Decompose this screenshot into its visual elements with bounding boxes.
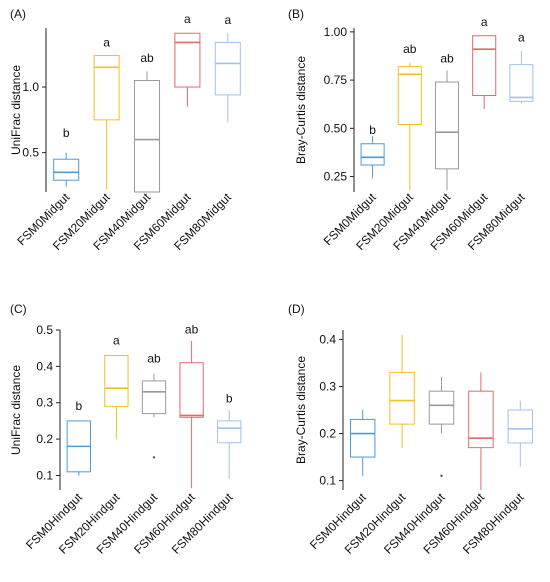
box-fsm20hindgut [389, 334, 415, 448]
significance-letter: b [63, 126, 70, 140]
y-tick-label: 0.1 [319, 474, 336, 488]
box-body [468, 390, 494, 449]
box-body [434, 81, 460, 170]
box-body [133, 79, 161, 193]
outlier-point [152, 456, 156, 459]
box-body [53, 158, 80, 181]
significance-letter: a [481, 15, 488, 29]
y-tick-label: 0.50 [324, 121, 348, 135]
box-fsm0midgut [53, 152, 80, 187]
significance-letter: ab [403, 42, 417, 56]
significance-letter: b [75, 399, 82, 413]
significance-letter: ab [140, 51, 154, 65]
box-fsm80hindgut [507, 400, 534, 467]
significance-letter: a [518, 31, 525, 45]
box-fsm80midgut [214, 33, 241, 123]
box-fsm40hindgut [141, 373, 167, 459]
chart-panel-2: (B) 0.25 0.50 0.75 1.00 Bray-Curtis distance b… [288, 7, 534, 253]
box-fsm80midgut [509, 51, 534, 104]
significance-letter: a [184, 12, 191, 26]
box-fsm0midgut [360, 136, 385, 179]
y-tick-label: 0.5 [36, 323, 53, 337]
y-tick-label: 0.3 [36, 396, 53, 410]
box-fsm20midgut [397, 62, 422, 191]
box-fsm40hindgut [428, 377, 455, 478]
box-fsm60midgut [174, 32, 201, 107]
y-tick-label: 1.00 [324, 25, 348, 39]
box-fsm60hindgut [468, 372, 494, 490]
significance-letter: ab [147, 352, 161, 366]
box-body [179, 362, 204, 418]
box-body [93, 55, 120, 121]
box-fsm20hindgut [104, 354, 129, 440]
box-body [174, 32, 201, 88]
y-tick-label: 0.4 [319, 332, 336, 346]
box-body [217, 420, 242, 444]
box-body [509, 64, 534, 102]
box-body [428, 390, 455, 425]
significance-letter: ab [185, 323, 199, 337]
box-body [349, 418, 376, 458]
box-body [214, 41, 241, 96]
y-tick-label: 0.3 [319, 379, 336, 393]
y-tick-label: 1.0 [22, 80, 39, 94]
box-body [472, 35, 497, 97]
panel-label: (D) [288, 302, 305, 316]
significance-letter: a [224, 13, 231, 27]
significance-letter: a [103, 35, 110, 49]
significance-letter: a [113, 334, 120, 348]
y-axis-title: Bray-Curtis distance [294, 56, 308, 164]
y-tick-label: 0.25 [324, 170, 348, 184]
box-body [507, 409, 534, 444]
y-tick-label: 0.1 [36, 468, 53, 482]
y-axis-title: UniFrac distance [9, 65, 23, 155]
outlier-point [440, 474, 443, 478]
box-body [104, 354, 129, 407]
significance-letter: b [369, 123, 376, 137]
box-body [141, 380, 167, 415]
significance-letter: b [226, 392, 233, 406]
significance-letter: ab [440, 52, 454, 66]
y-tick-label: 0.75 [324, 73, 348, 87]
box-fsm40midgut [434, 70, 460, 191]
box-body [397, 66, 422, 125]
box-fsm80hindgut [217, 410, 242, 480]
panel-label: (A) [10, 7, 26, 21]
y-tick-label: 0.2 [319, 427, 336, 441]
y-tick-label: 0.4 [36, 359, 53, 373]
y-axis-title: Bray-Curtis distance [294, 356, 308, 464]
box-fsm60hindgut [179, 340, 204, 489]
box-fsm40midgut [133, 71, 161, 193]
panel-label: (C) [10, 302, 27, 316]
box-fsm20midgut [93, 55, 120, 190]
box-body [389, 371, 415, 425]
y-axis-title: UniFrac distance [9, 365, 23, 455]
box-fsm0hindgut [66, 420, 91, 476]
box-body [360, 143, 385, 166]
panel-label: (B) [288, 7, 304, 21]
box-fsm0hindgut [349, 410, 376, 476]
y-tick-label: 0.2 [36, 432, 53, 446]
chart-panel-3: (C) 0.1 0.2 0.3 0.4 0.5 UniFrac distance b a ab ab… [9, 302, 242, 557]
box-fsm60midgut [472, 35, 497, 110]
y-tick-label: 0.5 [22, 146, 39, 160]
